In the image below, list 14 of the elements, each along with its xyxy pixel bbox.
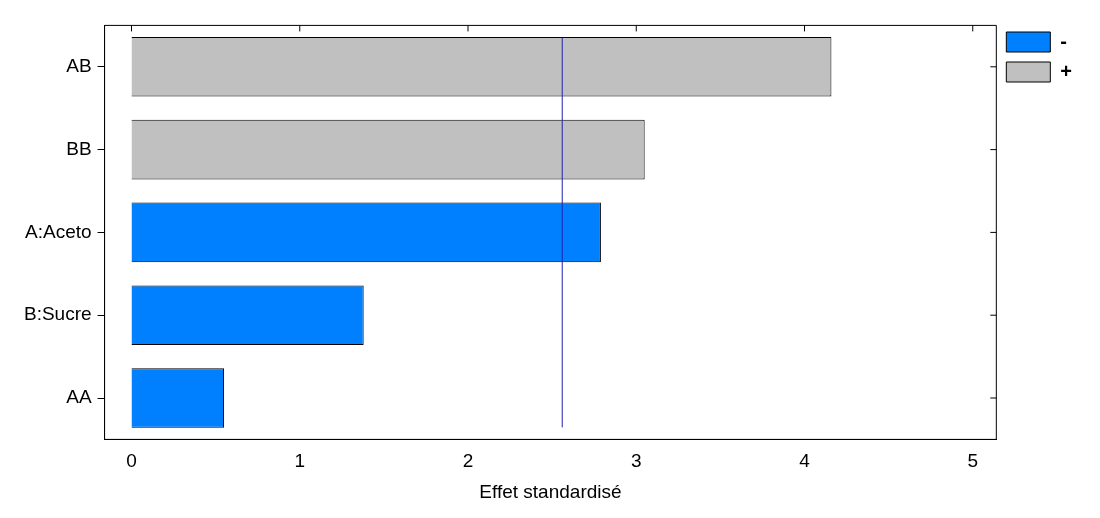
- x-axis-title: Effet standardisé: [479, 480, 622, 502]
- y-tick-label: A:Aceto: [25, 220, 92, 242]
- x-tick-label: 4: [799, 450, 811, 472]
- legend-label: -: [1060, 29, 1067, 52]
- x-tick-label: 5: [967, 450, 979, 472]
- legend-label: +: [1060, 59, 1073, 82]
- y-tick-label: AB: [66, 55, 92, 77]
- x-tick-label: 3: [630, 450, 642, 472]
- y-tick-label: AA: [66, 386, 92, 408]
- y-tick-label: B:Sucre: [23, 303, 92, 325]
- x-tick-label: 1: [294, 450, 306, 472]
- x-tick-label: 0: [126, 450, 137, 472]
- x-tick-label: 2: [462, 450, 474, 472]
- y-tick-label: BB: [66, 137, 92, 159]
